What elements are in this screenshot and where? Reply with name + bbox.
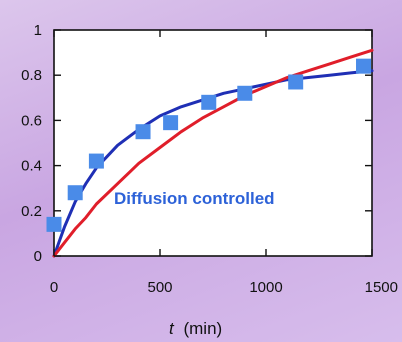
data-point [67,185,83,201]
x-axis-label: t (min) [169,319,222,338]
data-point [46,216,62,232]
data-point [237,85,253,101]
y-tick-label: 0.4 [21,158,42,175]
x-axis-variable: t [169,319,175,338]
data-point [88,153,104,169]
fit-line-blue [52,69,374,258]
data-point [288,74,304,90]
axis-ticks [53,29,373,257]
data-markers [46,58,372,232]
x-tick-label: 0 [50,279,58,296]
x-tick-label: 1000 [249,279,282,296]
x-tick-label: 1500 [365,279,398,296]
annotation-diffusion-controlled: Diffusion controlled [114,189,275,208]
x-axis-unit: (min) [183,319,222,338]
y-tick-label: 0.8 [21,67,42,84]
plot-area [53,29,373,257]
data-point [356,58,372,74]
data-point [163,115,179,131]
y-tick-label: 1 [34,22,42,39]
fit-line-red [52,48,374,258]
tick-labels: 0 0.2 0.4 0.6 0.8 1 0 500 1000 1500 [21,22,398,296]
x-tick-label: 500 [147,279,172,296]
data-point [135,124,151,140]
data-point [201,94,217,110]
y-tick-label: 0.6 [21,112,42,129]
y-tick-label: 0.2 [21,203,42,220]
fit-lines [52,48,374,258]
y-tick-label: 0 [34,248,42,265]
